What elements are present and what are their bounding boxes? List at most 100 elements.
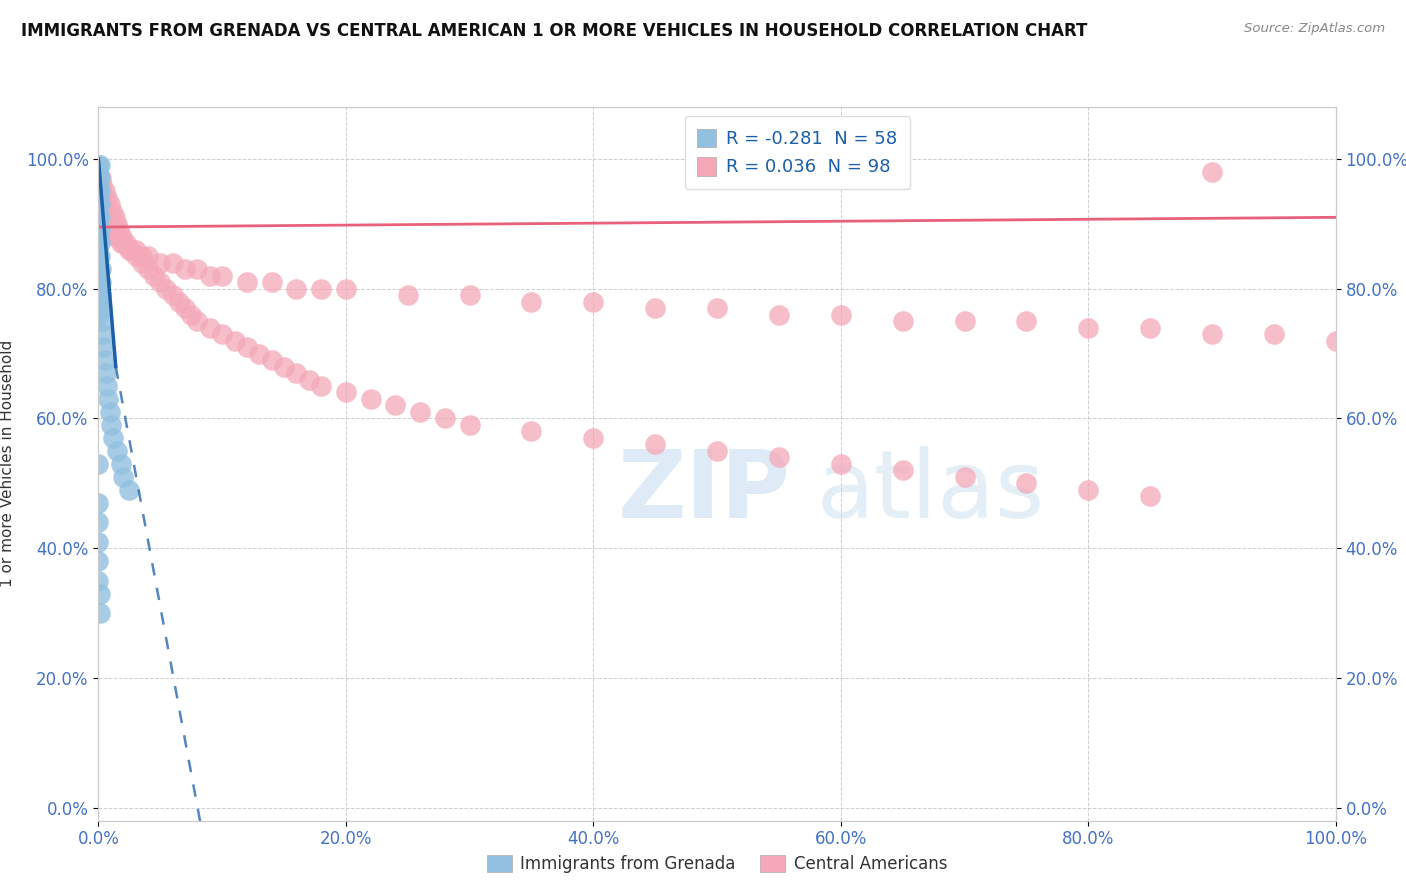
Point — [87, 203, 110, 218]
Point — [131, 249, 153, 263]
Point — [149, 256, 172, 270]
Point — [211, 327, 233, 342]
Point — [87, 262, 110, 277]
Point — [335, 385, 357, 400]
Point — [111, 229, 134, 244]
Point — [768, 308, 790, 322]
Point — [706, 301, 728, 315]
Point — [87, 574, 110, 588]
Point — [520, 425, 543, 439]
Point — [1263, 327, 1285, 342]
Point — [87, 236, 110, 251]
Point — [89, 606, 111, 620]
Point — [260, 275, 283, 289]
Point — [94, 366, 117, 380]
Point — [87, 256, 110, 270]
Point — [110, 457, 132, 471]
Point — [100, 223, 122, 237]
Point — [830, 457, 852, 471]
Text: Source: ZipAtlas.com: Source: ZipAtlas.com — [1244, 22, 1385, 36]
Point — [98, 217, 121, 231]
Point — [768, 450, 790, 465]
Point — [87, 158, 110, 172]
Point — [891, 314, 914, 328]
Point — [1077, 483, 1099, 497]
Point — [198, 320, 221, 334]
Point — [118, 243, 141, 257]
Point — [89, 158, 111, 172]
Point — [953, 470, 976, 484]
Point — [87, 185, 110, 199]
Point — [91, 178, 114, 192]
Point — [891, 463, 914, 477]
Point — [87, 243, 110, 257]
Point — [644, 437, 666, 451]
Point — [93, 197, 115, 211]
Point — [93, 353, 115, 368]
Point — [87, 554, 110, 568]
Point — [155, 282, 177, 296]
Point — [224, 334, 246, 348]
Point — [96, 191, 118, 205]
Point — [89, 171, 111, 186]
Point — [87, 197, 110, 211]
Point — [110, 236, 132, 251]
Point — [91, 197, 114, 211]
Point — [1015, 476, 1038, 491]
Point — [335, 282, 357, 296]
Point — [124, 243, 146, 257]
Point — [87, 229, 110, 244]
Point — [260, 353, 283, 368]
Point — [180, 308, 202, 322]
Point — [285, 366, 308, 380]
Point — [98, 197, 121, 211]
Point — [162, 288, 184, 302]
Point — [87, 165, 110, 179]
Point — [285, 282, 308, 296]
Point — [96, 379, 118, 393]
Text: atlas: atlas — [815, 446, 1045, 539]
Point — [89, 197, 111, 211]
Point — [384, 399, 406, 413]
Point — [87, 178, 110, 192]
Text: IMMIGRANTS FROM GRENADA VS CENTRAL AMERICAN 1 OR MORE VEHICLES IN HOUSEHOLD CORR: IMMIGRANTS FROM GRENADA VS CENTRAL AMERI… — [21, 22, 1087, 40]
Point — [93, 185, 115, 199]
Point — [112, 470, 135, 484]
Point — [89, 211, 111, 225]
Point — [87, 457, 110, 471]
Point — [120, 243, 142, 257]
Point — [89, 586, 111, 600]
Point — [114, 236, 136, 251]
Point — [1324, 334, 1347, 348]
Point — [198, 268, 221, 283]
Point — [143, 268, 166, 283]
Point — [458, 417, 481, 432]
Point — [87, 275, 110, 289]
Point — [90, 191, 112, 205]
Legend: Immigrants from Grenada, Central Americans: Immigrants from Grenada, Central America… — [479, 848, 955, 880]
Point — [89, 185, 111, 199]
Point — [87, 301, 110, 315]
Point — [87, 268, 110, 283]
Point — [91, 314, 114, 328]
Point — [298, 372, 321, 386]
Point — [1077, 320, 1099, 334]
Point — [97, 392, 120, 406]
Point — [89, 249, 111, 263]
Point — [136, 262, 159, 277]
Point — [87, 496, 110, 510]
Point — [87, 249, 110, 263]
Point — [103, 211, 125, 225]
Point — [87, 171, 110, 186]
Point — [1139, 320, 1161, 334]
Point — [186, 262, 208, 277]
Point — [87, 294, 110, 309]
Point — [96, 211, 118, 225]
Point — [94, 203, 117, 218]
Point — [87, 178, 110, 192]
Point — [112, 236, 135, 251]
Point — [433, 411, 456, 425]
Point — [409, 405, 432, 419]
Point — [87, 282, 110, 296]
Point — [107, 229, 129, 244]
